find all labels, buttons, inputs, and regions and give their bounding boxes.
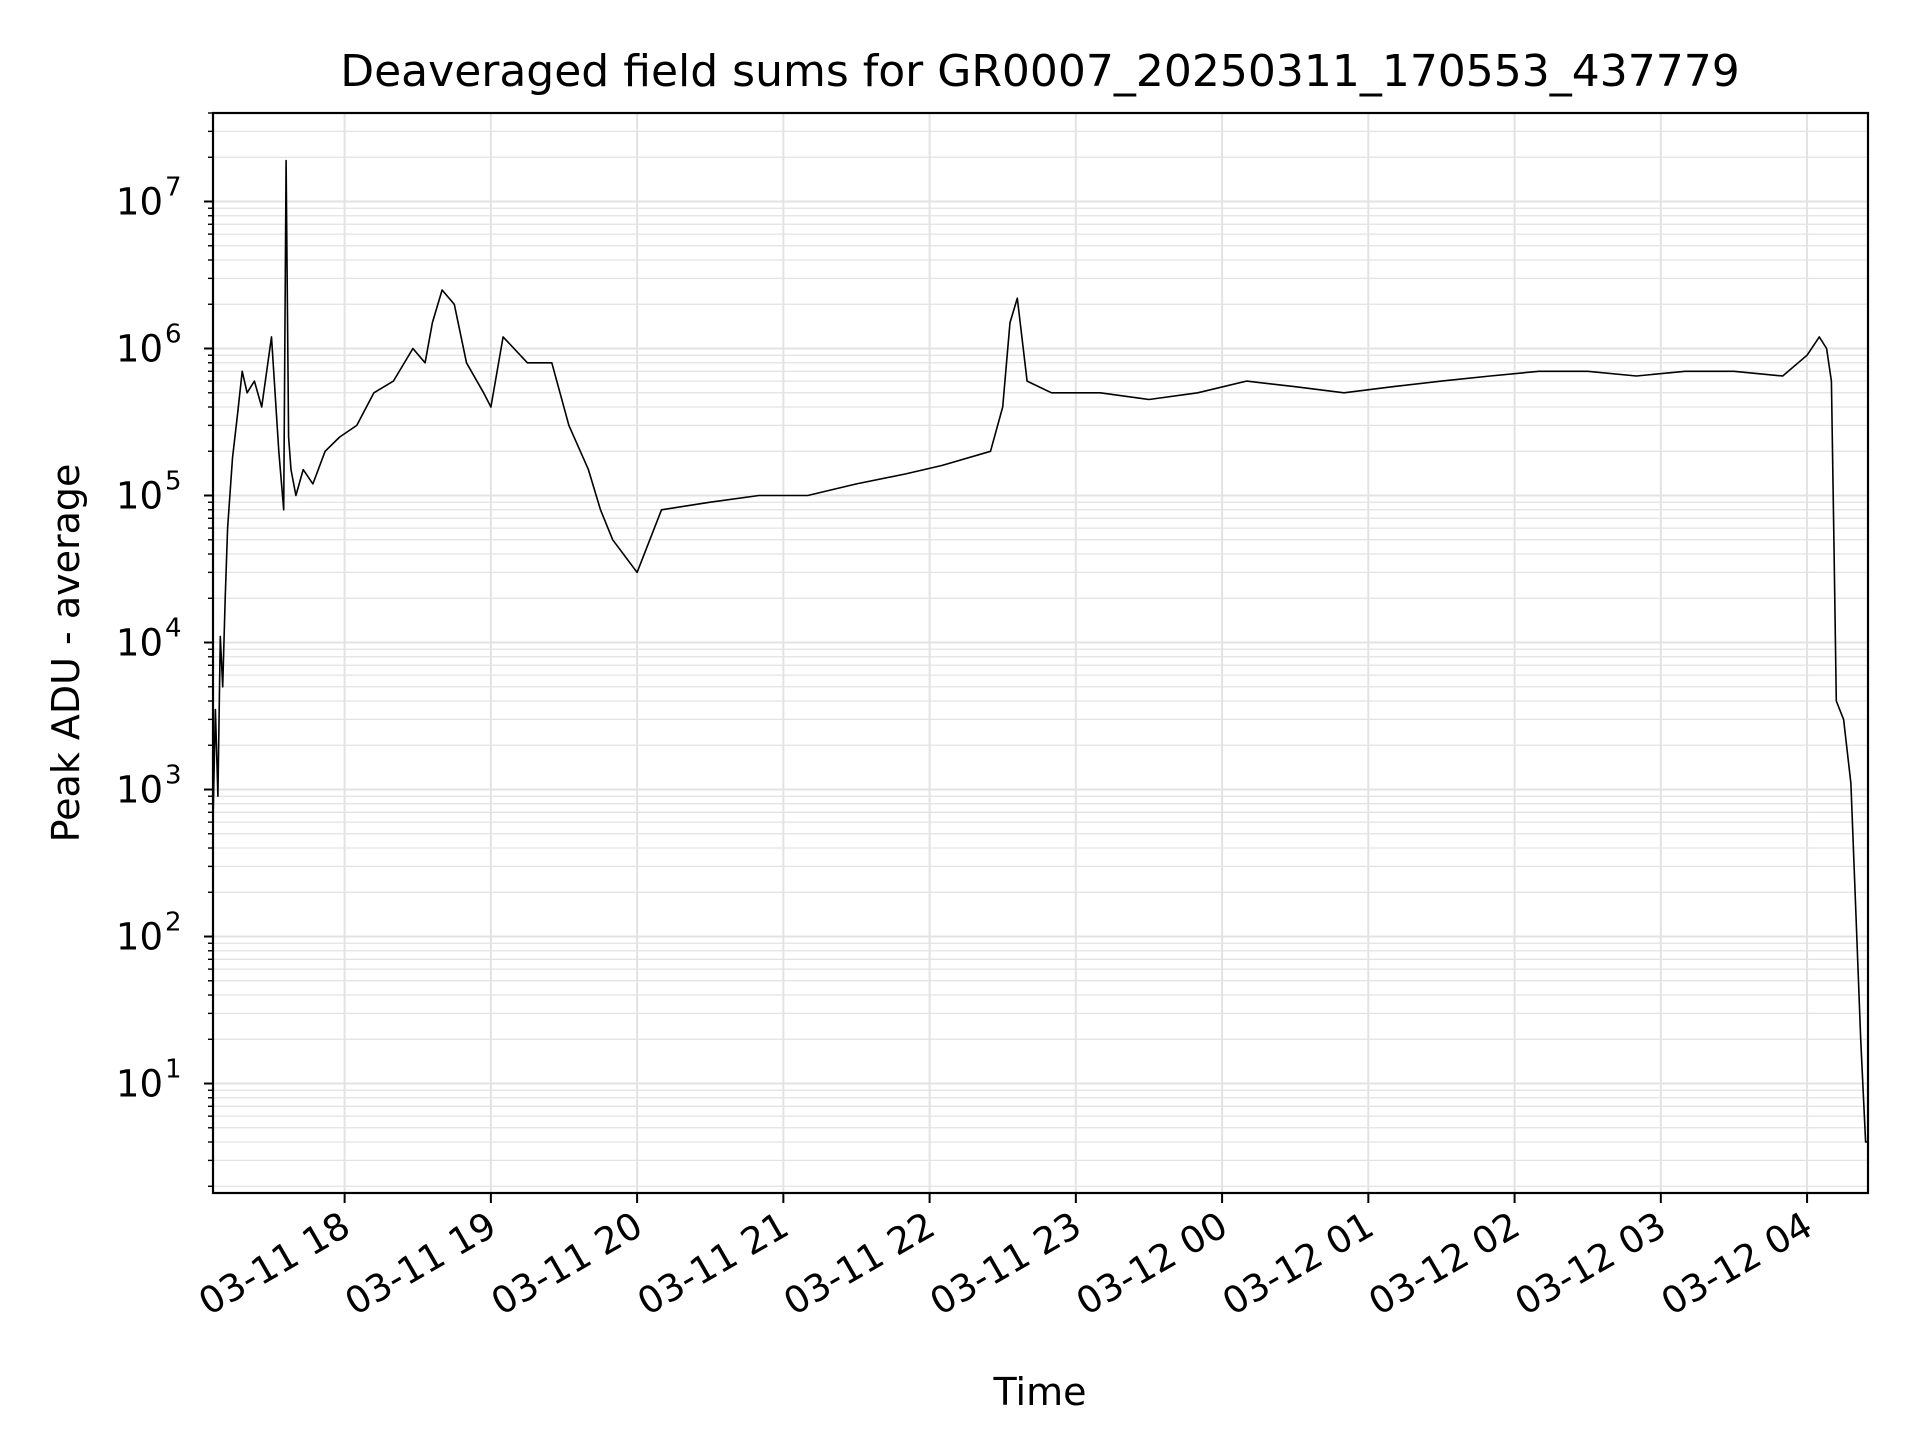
y-tick-label: 10 [116,475,163,518]
y-tick-exponent: 4 [165,614,182,644]
y-tick-exponent: 3 [165,761,182,791]
y-tick-exponent: 2 [165,908,182,938]
y-tick-label: 10 [116,328,163,371]
grid [213,112,1868,1193]
y-tick-label: 10 [116,181,163,224]
series-line [212,159,1868,1143]
x-axis-label: Time [993,1370,1087,1414]
y-tick-label: 10 [116,622,163,665]
plot-area-frame [211,111,1870,1195]
y-tick-label: 10 [116,1063,163,1106]
y-tick-exponent: 7 [165,173,182,203]
y-axis-label: Peak ADU - average [44,464,88,843]
y-tick-label: 10 [116,769,163,812]
y-tick-label: 10 [116,916,163,959]
y-tick-exponent: 1 [165,1055,182,1085]
y-tick-exponent: 6 [165,320,182,350]
series-layer [212,159,1868,1143]
chart-title: Deaveraged field sums for GR0007_2025031… [340,46,1740,97]
y-tick-exponent: 5 [165,467,182,497]
